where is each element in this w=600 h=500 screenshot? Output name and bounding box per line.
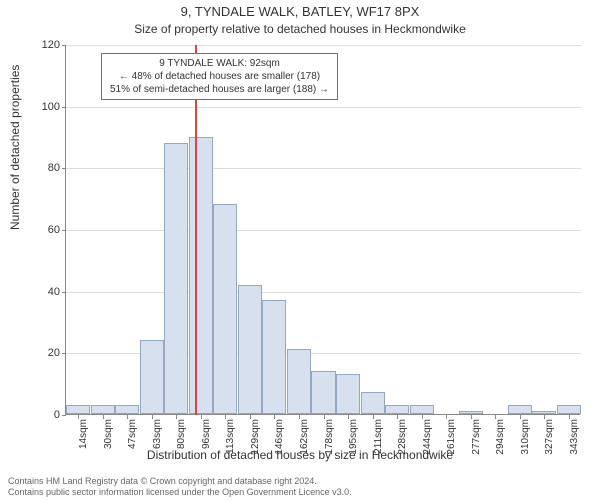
- ytick-label: 100: [30, 101, 60, 113]
- bar: [557, 405, 581, 414]
- bar: [508, 405, 532, 414]
- bar: [311, 371, 335, 414]
- bar: [140, 340, 164, 414]
- annotation-line-3: 51% of semi-detached houses are larger (…: [110, 83, 329, 96]
- ytick-mark: [62, 45, 66, 46]
- chart-subtitle: Size of property relative to detached ho…: [0, 22, 600, 36]
- footer-line-1: Contains HM Land Registry data © Crown c…: [8, 476, 352, 487]
- chart-title: 9, TYNDALE WALK, BATLEY, WF17 8PX: [0, 4, 600, 19]
- gridline: [66, 230, 581, 231]
- reference-line: [195, 45, 197, 415]
- plot-area: 02040608010012014sqm30sqm47sqm63sqm80sqm…: [65, 45, 580, 415]
- ytick-mark: [62, 230, 66, 231]
- footer-line-2: Contains public sector information licen…: [8, 487, 352, 498]
- y-axis-label: Number of detached properties: [8, 65, 22, 230]
- bar: [410, 405, 434, 414]
- bar: [459, 411, 483, 414]
- gridline: [66, 45, 581, 46]
- bar: [164, 143, 188, 414]
- ytick-label: 20: [30, 347, 60, 359]
- ytick-mark: [62, 353, 66, 354]
- annotation-line-2: ← 48% of detached houses are smaller (17…: [110, 70, 329, 83]
- x-axis-label: Distribution of detached houses by size …: [0, 448, 600, 462]
- bar: [213, 204, 237, 414]
- gridline: [66, 292, 581, 293]
- bar: [91, 405, 115, 414]
- ytick-label: 40: [30, 286, 60, 298]
- bar: [262, 300, 286, 414]
- gridline: [66, 168, 581, 169]
- annotation-box: 9 TYNDALE WALK: 92sqm← 48% of detached h…: [101, 53, 338, 100]
- bar: [532, 411, 556, 414]
- annotation-line-1: 9 TYNDALE WALK: 92sqm: [110, 57, 329, 70]
- footer-attribution: Contains HM Land Registry data © Crown c…: [8, 476, 352, 499]
- ytick-label: 120: [30, 39, 60, 51]
- ytick-mark: [62, 292, 66, 293]
- bar: [238, 285, 262, 415]
- ytick-label: 0: [30, 409, 60, 421]
- ytick-mark: [62, 107, 66, 108]
- bar: [361, 392, 385, 414]
- ytick-mark: [62, 415, 66, 416]
- chart-container: 02040608010012014sqm30sqm47sqm63sqm80sqm…: [65, 45, 580, 415]
- gridline: [66, 107, 581, 108]
- ytick-mark: [62, 168, 66, 169]
- ytick-label: 60: [30, 224, 60, 236]
- bar: [287, 349, 311, 414]
- bar: [385, 405, 409, 414]
- bar: [336, 374, 360, 414]
- ytick-label: 80: [30, 162, 60, 174]
- bar: [189, 137, 213, 415]
- bar: [115, 405, 139, 414]
- bar: [66, 405, 90, 414]
